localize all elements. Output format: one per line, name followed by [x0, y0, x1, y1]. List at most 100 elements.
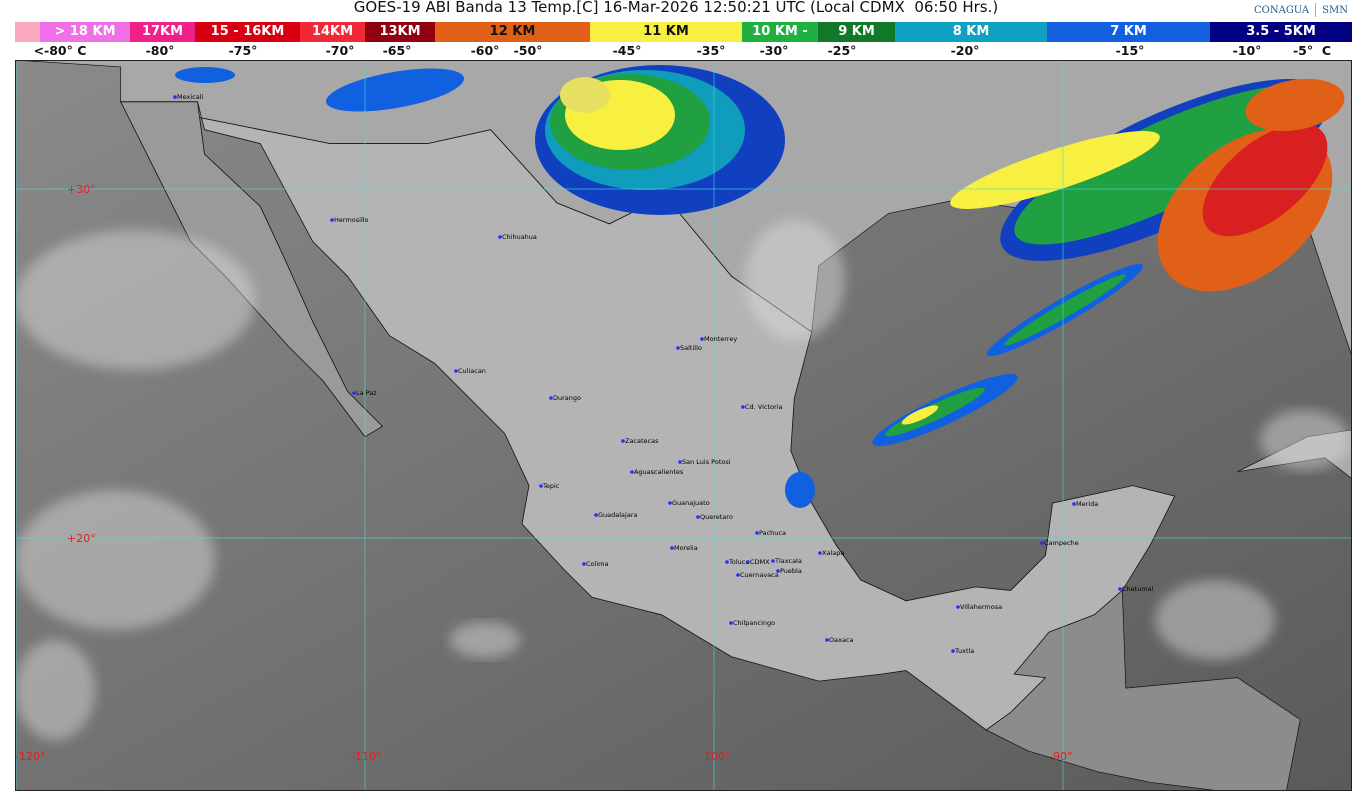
- city-marker: [676, 346, 680, 350]
- city-label: Guanajuato: [672, 499, 710, 507]
- city-marker: [700, 337, 704, 341]
- city-marker: [668, 501, 672, 505]
- city-marker: [352, 391, 356, 395]
- city-marker: [741, 405, 745, 409]
- city-marker: [330, 218, 334, 222]
- city-label: Chetumal: [1122, 585, 1154, 593]
- scale-segment: > 18 KM: [40, 22, 130, 42]
- scale-temperature-label: -75°: [228, 43, 258, 58]
- cloud-haze: [450, 622, 520, 658]
- agency-logos: CONAGUA SMN: [1254, 3, 1348, 17]
- city-label: Culiacan: [458, 367, 486, 375]
- city-label: Cuernavaca: [740, 571, 779, 579]
- city-label: Mexicali: [177, 93, 204, 101]
- city-marker: [1040, 541, 1044, 545]
- city-marker: [746, 560, 750, 564]
- scale-temperature-label: -45°: [612, 43, 642, 58]
- city-marker: [670, 546, 674, 550]
- latitude-label: +30°: [67, 183, 96, 196]
- scale-segment: 9 KM: [818, 22, 895, 42]
- city-label: CDMX: [750, 558, 770, 566]
- city-marker: [776, 569, 780, 573]
- city-marker: [736, 573, 740, 577]
- cloud-haze: [745, 220, 845, 340]
- city-label: Zacatecas: [625, 437, 659, 445]
- smn-logo: SMN: [1322, 4, 1348, 16]
- cloud-top: [175, 67, 235, 83]
- city-marker: [594, 513, 598, 517]
- cloud-top: [560, 77, 610, 113]
- city-label: Monterrey: [704, 335, 737, 343]
- longitude-label: -100°: [700, 750, 730, 763]
- cloud-haze: [1260, 410, 1350, 470]
- city-marker: [951, 649, 955, 653]
- city-label: Saltillo: [680, 344, 702, 352]
- city-marker: [729, 621, 733, 625]
- city-label: Xalapa: [822, 549, 844, 557]
- city-marker: [549, 396, 553, 400]
- city-label: Hermosillo: [334, 216, 369, 224]
- scale-temperature-label: -10°: [1232, 43, 1262, 58]
- scale-temperature-label: -60°: [470, 43, 500, 58]
- scale-temperature-label: -70°: [325, 43, 355, 58]
- city-label: Tepic: [542, 482, 560, 490]
- city-marker: [771, 559, 775, 563]
- city-label: Pachuca: [759, 529, 786, 537]
- city-label: Toluca: [728, 558, 749, 566]
- cloud-haze: [15, 490, 215, 630]
- logo-divider: [1315, 3, 1317, 17]
- scale-temperature-label: -65°: [382, 43, 412, 58]
- city-marker: [539, 484, 543, 488]
- city-label: Morelia: [674, 544, 698, 552]
- scale-temperature-label: -50°: [513, 43, 543, 58]
- scale-segment-extreme: [15, 22, 40, 42]
- scale-segment: 3.5 - 5KM: [1210, 22, 1352, 42]
- cloud-top: [950, 131, 1160, 209]
- city-label: Tlaxcala: [774, 557, 802, 565]
- cloud-haze: [1155, 580, 1275, 660]
- scale-segment: 17KM: [130, 22, 195, 42]
- cloud-haze: [15, 640, 95, 740]
- cloud-top: [325, 68, 465, 112]
- scale-temperature-label: -15°: [1115, 43, 1145, 58]
- scale-segment: 12 KM: [435, 22, 590, 42]
- city-marker: [725, 560, 729, 564]
- cloud-top: [1004, 274, 1126, 346]
- scale-segment: 10 KM -: [742, 22, 818, 42]
- city-marker: [1072, 502, 1076, 506]
- city-label: Durango: [553, 394, 581, 402]
- city-label: Queretaro: [700, 513, 733, 521]
- city-marker: [678, 460, 682, 464]
- cloud-top: [885, 387, 985, 437]
- scale-segment: 11 KM: [590, 22, 742, 42]
- conagua-logo: CONAGUA: [1254, 4, 1310, 16]
- city-label: San Luis Potosi: [682, 458, 731, 466]
- city-label: Oaxaca: [829, 636, 854, 644]
- cloud-top: [1245, 78, 1345, 132]
- city-marker: [498, 235, 502, 239]
- city-marker: [956, 605, 960, 609]
- scale-segment: 13KM: [365, 22, 435, 42]
- scale-temperature-label: <-80° C: [33, 43, 87, 58]
- city-marker: [454, 369, 458, 373]
- longitude-label: -120°: [15, 750, 45, 763]
- city-marker: [1118, 587, 1122, 591]
- city-label: Aguascalientes: [634, 468, 684, 476]
- scale-segment: 15 - 16KM: [195, 22, 300, 42]
- satellite-map[interactable]: +30° +20° -120° -110° -100° -90° Mexicali Hermo…: [15, 60, 1352, 791]
- cloud-top: [901, 405, 939, 425]
- city-marker: [630, 470, 634, 474]
- scale-temperature-label: -30°: [759, 43, 789, 58]
- cloud-top: [1014, 85, 1316, 245]
- city-label: Chilpancingo: [733, 619, 775, 627]
- scale-temperature-label: -35°: [696, 43, 726, 58]
- temperature-scale: <-80° C -80° -75° -70° -65° -60° -50° -45° -35° -…: [0, 42, 1352, 60]
- cloud-top: [1202, 123, 1328, 237]
- city-label: La Paz: [356, 389, 377, 397]
- cloud-top: [785, 472, 815, 508]
- scale-segment: 14KM: [300, 22, 365, 42]
- scale-temperature-label: -20°: [950, 43, 980, 58]
- city-label: Puebla: [780, 567, 802, 575]
- city-marker: [621, 439, 625, 443]
- city-label: Merida: [1076, 500, 1098, 508]
